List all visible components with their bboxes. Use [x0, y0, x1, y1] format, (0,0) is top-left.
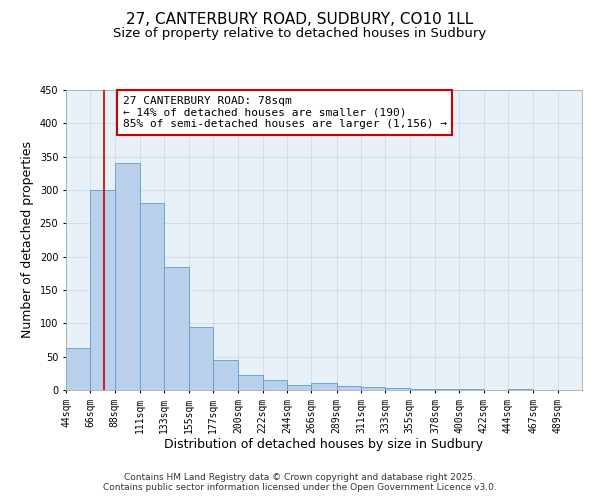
- Text: Contains HM Land Registry data © Crown copyright and database right 2025.
Contai: Contains HM Land Registry data © Crown c…: [103, 473, 497, 492]
- Bar: [115, 164, 140, 390]
- Bar: [361, 386, 385, 390]
- Bar: [385, 388, 410, 390]
- Bar: [263, 380, 287, 390]
- Y-axis label: Number of detached properties: Number of detached properties: [21, 142, 34, 338]
- Bar: [238, 376, 263, 390]
- Bar: [213, 360, 238, 390]
- X-axis label: Distribution of detached houses by size in Sudbury: Distribution of detached houses by size …: [164, 438, 484, 452]
- Bar: [91, 190, 115, 390]
- Text: 27 CANTERBURY ROAD: 78sqm
← 14% of detached houses are smaller (190)
85% of semi: 27 CANTERBURY ROAD: 78sqm ← 14% of detac…: [123, 96, 447, 129]
- Text: Size of property relative to detached houses in Sudbury: Size of property relative to detached ho…: [113, 28, 487, 40]
- Bar: [337, 386, 361, 390]
- Bar: [66, 348, 91, 390]
- Bar: [188, 326, 213, 390]
- Bar: [287, 386, 311, 390]
- Bar: [311, 382, 337, 390]
- Text: 27, CANTERBURY ROAD, SUDBURY, CO10 1LL: 27, CANTERBURY ROAD, SUDBURY, CO10 1LL: [127, 12, 473, 28]
- Bar: [410, 388, 435, 390]
- Bar: [140, 204, 164, 390]
- Bar: [164, 266, 188, 390]
